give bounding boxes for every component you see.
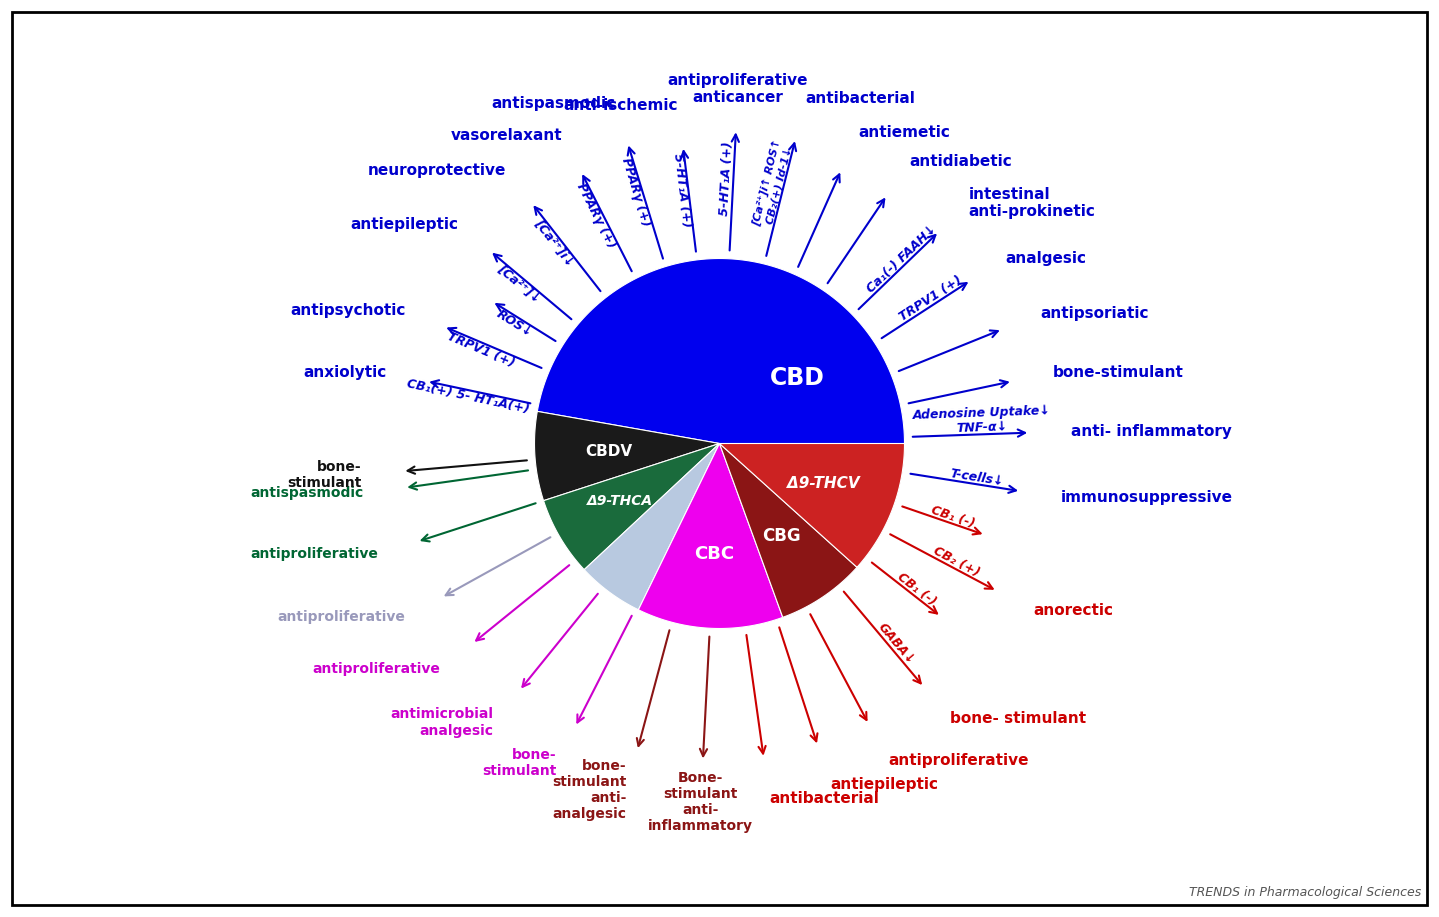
Text: Ca₁(-) FAAH↓: Ca₁(-) FAAH↓	[865, 222, 938, 295]
Text: antiproliferative: antiproliferative	[250, 547, 378, 561]
Text: TRPV1 (+): TRPV1 (+)	[446, 329, 517, 370]
Text: PPARγ (+): PPARγ (+)	[619, 156, 652, 228]
Text: antipsoriatic: antipsoriatic	[1040, 306, 1148, 321]
Text: CB₁ (-): CB₁ (-)	[895, 570, 938, 608]
Text: Δ9-THCV: Δ9-THCV	[787, 476, 859, 491]
Text: 5-HT₁A (+): 5-HT₁A (+)	[671, 152, 692, 228]
Text: TRPV1 (+): TRPV1 (+)	[896, 273, 964, 324]
Text: PPARγ (+): PPARγ (+)	[574, 181, 617, 250]
Text: CBD: CBD	[770, 366, 825, 390]
Text: immunosuppressive: immunosuppressive	[1061, 490, 1233, 505]
Text: intestinal
anti-prokinetic: intestinal anti-prokinetic	[968, 187, 1095, 219]
Polygon shape	[720, 444, 905, 568]
Text: Bone-
stimulant
anti-
inflammatory: Bone- stimulant anti- inflammatory	[648, 770, 753, 834]
Text: bone-
stimulant
anti-
analgesic: bone- stimulant anti- analgesic	[553, 759, 626, 822]
Text: vasorelaxant: vasorelaxant	[450, 127, 563, 143]
Text: antibacterial: antibacterial	[770, 791, 879, 806]
Text: bone-
stimulant: bone- stimulant	[482, 748, 557, 779]
Text: CBG: CBG	[763, 526, 802, 545]
Text: anti- inflammatory: anti- inflammatory	[1071, 424, 1232, 438]
Text: GABA↓: GABA↓	[875, 621, 917, 667]
Text: antiproliferative: antiproliferative	[888, 753, 1029, 768]
Text: CB₂ (+): CB₂ (+)	[931, 545, 981, 580]
Text: antispasmodic: antispasmodic	[492, 96, 616, 111]
Text: antidiabetic: antidiabetic	[909, 154, 1013, 169]
Text: [Ca²⁺]↓: [Ca²⁺]↓	[495, 262, 543, 305]
Text: CBC: CBC	[694, 546, 734, 563]
Text: antibacterial: antibacterial	[806, 92, 915, 106]
Text: neuroprotective: neuroprotective	[368, 163, 507, 179]
Polygon shape	[584, 444, 720, 610]
Polygon shape	[537, 259, 905, 628]
Text: bone-
stimulant: bone- stimulant	[288, 459, 363, 490]
Text: CB₁ (-): CB₁ (-)	[930, 503, 977, 531]
Text: antispasmodic: antispasmodic	[250, 486, 364, 501]
Text: antiproliferative: antiproliferative	[312, 662, 440, 677]
Text: analgesic: analgesic	[1004, 250, 1086, 266]
Text: T-cells↓: T-cells↓	[948, 467, 1004, 489]
Text: Adenosine Uptake↓
TNF-α↓: Adenosine Uptake↓ TNF-α↓	[912, 404, 1050, 436]
Text: anorectic: anorectic	[1033, 602, 1114, 618]
Text: anxiolytic: anxiolytic	[304, 365, 387, 381]
Polygon shape	[639, 444, 783, 628]
Text: [Ca²⁺]i↓: [Ca²⁺]i↓	[532, 217, 577, 269]
Text: antiproliferative
anticancer: antiproliferative anticancer	[668, 72, 809, 105]
Text: CB₁(+) 5- HT₁A(+): CB₁(+) 5- HT₁A(+)	[406, 377, 530, 416]
Polygon shape	[534, 412, 720, 501]
Polygon shape	[544, 444, 720, 569]
Text: antiepileptic: antiepileptic	[351, 217, 459, 232]
Text: bone- stimulant: bone- stimulant	[950, 711, 1086, 726]
Text: ROS↓: ROS↓	[495, 307, 535, 339]
Text: antiepileptic: antiepileptic	[830, 778, 938, 792]
Polygon shape	[720, 444, 858, 617]
Text: antiemetic: antiemetic	[858, 125, 950, 140]
Text: CBDV: CBDV	[586, 444, 632, 458]
Text: bone-stimulant: bone-stimulant	[1052, 365, 1183, 381]
Text: antipsychotic: antipsychotic	[291, 303, 406, 318]
Text: Δ9-THCA: Δ9-THCA	[587, 494, 653, 508]
Text: antimicrobial
analgesic: antimicrobial analgesic	[390, 707, 494, 737]
Text: anti-ischemic: anti-ischemic	[564, 98, 678, 113]
Text: antiproliferative: antiproliferative	[278, 611, 406, 624]
Text: [Ca²⁺]i↑ ROS↑
CB₂(+) Id-1↓: [Ca²⁺]i↑ ROS↑ CB₂(+) Id-1↓	[751, 138, 794, 230]
Text: 5-HT₁A (+): 5-HT₁A (+)	[718, 141, 735, 216]
Text: TRENDS in Pharmacological Sciences: TRENDS in Pharmacological Sciences	[1189, 886, 1420, 899]
